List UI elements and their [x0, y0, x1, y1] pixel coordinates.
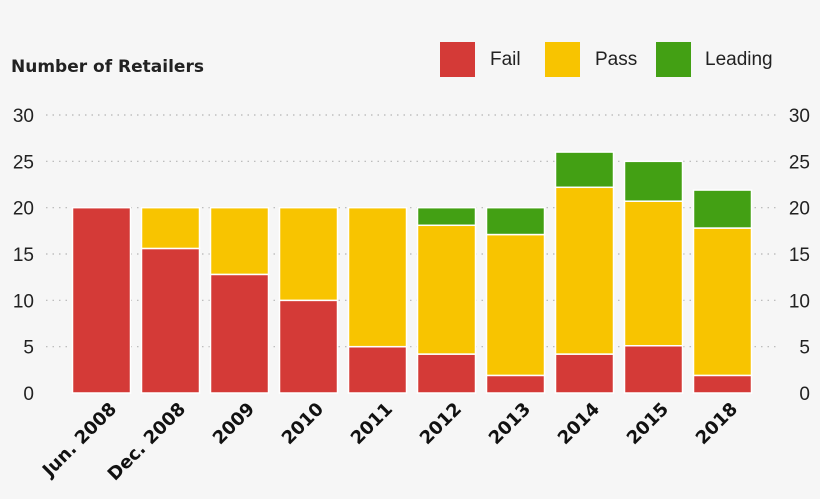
x-tick-label: 2015 — [623, 399, 673, 449]
bar-pass — [140, 206, 201, 250]
y-tick-label-right: 20 — [789, 199, 810, 220]
bar-fail — [347, 345, 408, 394]
y-axis-title: Number of Retailers — [11, 57, 204, 77]
legend-label-leading: Leading — [705, 49, 773, 70]
y-tick-label-left: 10 — [13, 291, 34, 312]
y-tick-label-left: 5 — [23, 338, 34, 359]
y-tick-label-left: 30 — [13, 106, 34, 127]
legend-label-fail: Fail — [490, 49, 521, 70]
y-tick-label-left: 15 — [13, 245, 34, 266]
bar-fail — [140, 247, 201, 394]
x-tick-label: 2010 — [278, 399, 328, 449]
y-tick-label-right: 10 — [789, 291, 810, 312]
bar-leading — [416, 206, 477, 227]
bar-fail — [71, 206, 132, 394]
bar-fail — [209, 273, 270, 394]
y-tick-label-left: 25 — [13, 152, 34, 173]
bar-leading — [554, 151, 615, 189]
bar-pass — [485, 233, 546, 377]
bar-fail — [623, 344, 684, 394]
x-tick-label: 2011 — [347, 399, 397, 449]
legend-label-pass: Pass — [595, 49, 637, 70]
x-tick-label: 2014 — [554, 399, 604, 449]
bar-fail — [692, 374, 753, 394]
y-tick-label-right: 0 — [799, 384, 810, 405]
bar-leading — [692, 189, 753, 229]
x-tick-label: 2018 — [692, 399, 742, 449]
y-tick-label-left: 0 — [23, 384, 34, 405]
x-tick-label: 2013 — [485, 399, 535, 449]
bar-pass — [209, 206, 270, 276]
bar-fail — [278, 299, 339, 394]
bar-pass — [347, 206, 408, 348]
legend-swatch-fail — [440, 42, 475, 77]
bar-pass — [278, 206, 339, 302]
bar-fail — [485, 374, 546, 394]
bars — [71, 151, 753, 394]
bar-fail — [554, 353, 615, 394]
legend-swatch-leading — [656, 42, 691, 77]
bar-pass — [692, 227, 753, 377]
bar-leading — [623, 160, 684, 202]
x-tick-label: 2012 — [416, 399, 466, 449]
legend: Fail Pass Leading — [440, 42, 773, 77]
x-tick-label: 2009 — [209, 399, 259, 449]
legend-swatch-pass — [545, 42, 580, 77]
bar-leading — [485, 206, 546, 236]
y-tick-label-right: 15 — [789, 245, 810, 266]
bar-pass — [416, 224, 477, 355]
y-axis-right: 0 5 10 15 20 25 30 — [789, 106, 810, 405]
y-tick-label-right: 25 — [789, 152, 810, 173]
y-tick-label-right: 5 — [799, 338, 810, 359]
bar-pass — [554, 186, 615, 355]
y-tick-label-left: 20 — [13, 199, 34, 220]
bar-pass — [623, 200, 684, 347]
y-axis-left: 0 5 10 15 20 25 30 — [13, 106, 34, 405]
y-tick-label-right: 30 — [789, 106, 810, 127]
bar-fail — [416, 353, 477, 394]
